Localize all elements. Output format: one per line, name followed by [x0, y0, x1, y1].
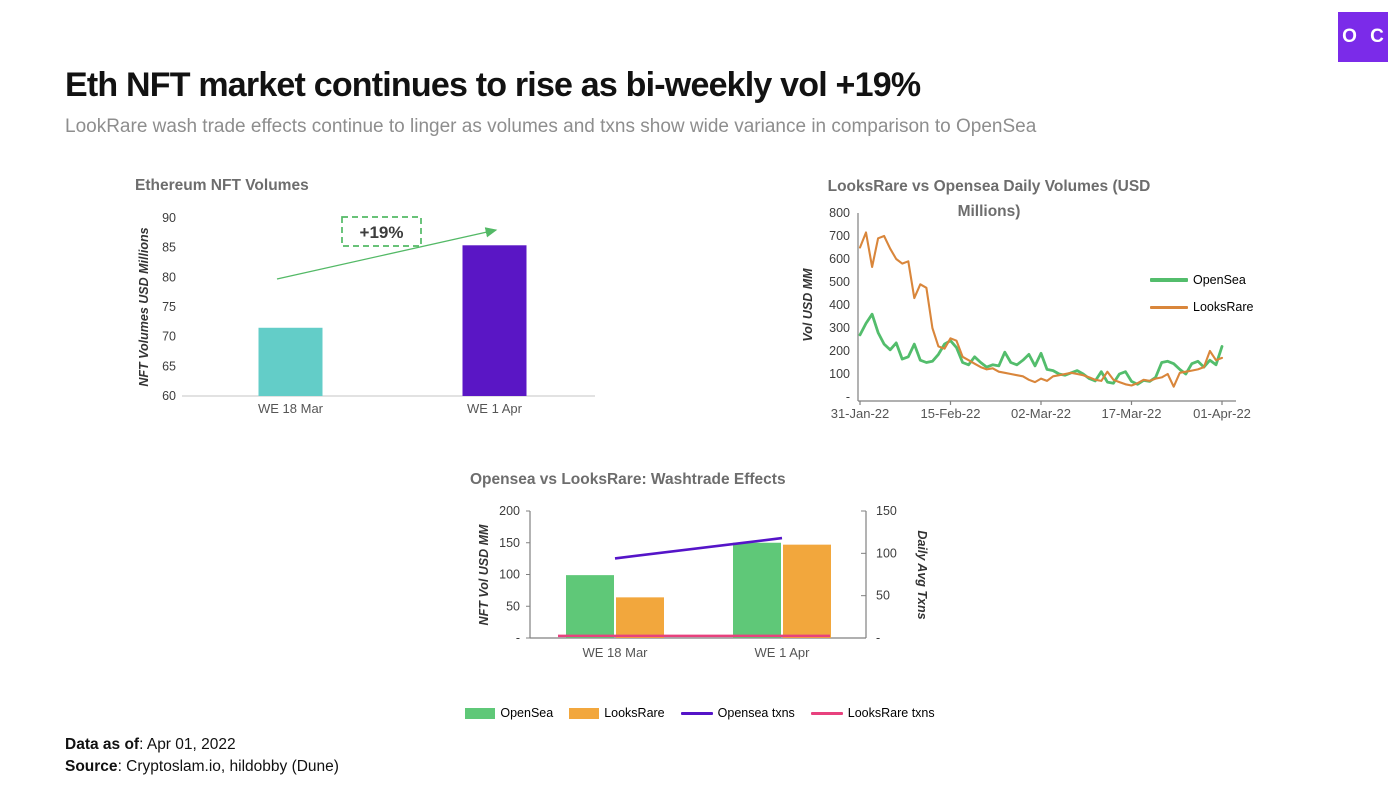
- line-opensea-txns: [614, 536, 783, 560]
- footer: Data as of: Apr 01, 2022 Source: Cryptos…: [65, 734, 339, 777]
- chart2-plot: 800 700 600 500 400 300 200 100 - 31-Jan-22 15-Feb…: [801, 206, 1251, 421]
- looksrare-line-swatch: [1150, 305, 1188, 309]
- left-y-axis-title: NFT Vol USD MM: [477, 524, 491, 626]
- annotation-label: +19%: [360, 223, 404, 242]
- legend-item-looksrare-txns: LooksRare txns: [810, 705, 935, 721]
- bar-opensea-we-1-apr: [733, 542, 781, 638]
- footer-data-as-of-value: : Apr 01, 2022: [139, 736, 236, 753]
- y-tick-label: 600: [829, 252, 850, 266]
- oc-logo: O C: [1338, 12, 1388, 62]
- y-tick-label: 300: [829, 321, 850, 335]
- right-y-tick-label: 50: [876, 589, 890, 603]
- chart3-title: Opensea vs LooksRare: Washtrade Effects: [470, 471, 786, 488]
- chart1-title: Ethereum NFT Volumes: [135, 177, 309, 194]
- footer-data-as-of-label: Data as of: [65, 736, 140, 753]
- legend-label: Opensea txns: [717, 706, 795, 720]
- opensea-txns-line-swatch: [680, 711, 713, 715]
- legend-item-looksrare: LooksRare: [1150, 299, 1253, 315]
- page-subtitle: LookRare wash trade effects continue to …: [65, 116, 1037, 137]
- footer-source-label: Source: [65, 757, 118, 775]
- legend-item-looksrare-bars: LooksRare: [569, 705, 665, 721]
- left-y-tick-label: 200: [499, 504, 520, 518]
- right-y-axis-title: Daily Avg Txns: [915, 530, 929, 619]
- legend-label: LooksRare: [604, 706, 665, 720]
- legend-label: OpenSea: [1193, 273, 1246, 287]
- x-tick-label: 31-Jan-22: [831, 406, 890, 421]
- bar-opensea-we-18-mar: [566, 575, 614, 638]
- y-tick-label: 100: [829, 367, 850, 381]
- left-y-tick-label: -: [516, 631, 520, 645]
- page-title: Eth NFT market continues to rise as bi-w…: [65, 66, 921, 104]
- chart2-legend: OpenSea LooksRare: [1150, 272, 1253, 326]
- y-tick-label: 70: [162, 330, 176, 344]
- x-category-label: WE 1 Apr: [467, 401, 523, 416]
- y-tick-label: 85: [162, 241, 176, 255]
- y-axis-title: Vol USD MM: [801, 268, 815, 342]
- right-y-tick-label: -: [876, 631, 880, 645]
- left-y-tick-label: 50: [506, 599, 520, 613]
- x-tick-label: 02-Mar-22: [1011, 406, 1071, 421]
- legend-label: LooksRare txns: [847, 706, 935, 720]
- y-tick-label: 90: [162, 211, 176, 225]
- left-y-tick-label: 150: [499, 536, 520, 550]
- chart1-plot: 90 85 80 75 70 65 60 WE 18 Mar WE 1 Apr NFT Volum…: [137, 211, 595, 416]
- chart2-title: LooksRare vs Opensea Daily Volumes (USD …: [827, 178, 1151, 220]
- legend-label: OpenSea: [500, 706, 554, 720]
- looksrare-bar-swatch: [569, 707, 600, 719]
- chart3-plot: 200 150 100 50 - 150 100 50 - WE 18 Mar WE 1 Apr NF…: [477, 504, 929, 660]
- y-tick-label: 60: [162, 389, 176, 403]
- x-tick-label: 01-Apr-22: [1193, 406, 1251, 421]
- chart-washtrade-effects: Opensea vs LooksRare: Washtrade Effects …: [440, 465, 960, 737]
- y-tick-label: 700: [829, 229, 850, 243]
- y-tick-label: 800: [829, 206, 850, 220]
- y-axis-title: NFT Volumes USD Millions: [137, 227, 151, 386]
- legend-label: LooksRare: [1193, 300, 1254, 314]
- footer-source-value: : Cryptoslam.io, hildobby (Dune): [117, 757, 339, 775]
- chart3-legend: OpenSea LooksRare Opensea txns LooksRare…: [440, 705, 960, 721]
- y-tick-label: -: [846, 390, 850, 404]
- bar-we-18-mar: [258, 327, 323, 396]
- y-tick-label: 500: [829, 275, 850, 289]
- bar-we-1-apr: [462, 245, 527, 396]
- x-category-label: WE 18 Mar: [258, 401, 324, 416]
- legend-item-opensea: OpenSea: [1150, 272, 1253, 288]
- y-tick-label: 65: [162, 359, 176, 373]
- annotation-box: [341, 216, 422, 247]
- footer-data-as-of: Data as of: Apr 01, 2022: [65, 734, 339, 756]
- y-tick-label: 75: [162, 300, 176, 314]
- opensea-line-swatch: [1150, 278, 1188, 282]
- looksrare-txns-line-swatch: [810, 711, 843, 715]
- series-line-looksrare: [858, 231, 1224, 388]
- x-category-label: WE 1 Apr: [755, 645, 811, 660]
- bar-looksrare-we-18-mar: [616, 597, 664, 638]
- right-y-tick-label: 150: [876, 504, 897, 518]
- left-y-tick-label: 100: [499, 568, 520, 582]
- y-tick-label: 400: [829, 298, 850, 312]
- bar-looksrare-we-1-apr: [783, 544, 831, 638]
- footer-source: Source: Cryptoslam.io, hildobby (Dune): [65, 756, 339, 778]
- opensea-bar-swatch: [465, 707, 496, 719]
- chart-eth-nft-volumes: Ethereum NFT Volumes 90 85 80 75 70 65 60 WE 18…: [130, 170, 610, 430]
- chart-daily-volumes: LooksRare vs Opensea Daily Volumes (USD …: [790, 170, 1290, 432]
- x-tick-label: 17-Mar-22: [1102, 406, 1162, 421]
- x-category-label: WE 18 Mar: [582, 645, 648, 660]
- x-tick-label: 15-Feb-22: [921, 406, 981, 421]
- legend-item-opensea-txns: Opensea txns: [680, 705, 795, 721]
- y-tick-label: 80: [162, 270, 176, 284]
- series-line-opensea: [858, 312, 1224, 386]
- y-tick-label: 200: [829, 344, 850, 358]
- growth-arrow: [276, 227, 498, 280]
- right-y-tick-label: 100: [876, 546, 897, 560]
- legend-item-opensea-bars: OpenSea: [465, 705, 553, 721]
